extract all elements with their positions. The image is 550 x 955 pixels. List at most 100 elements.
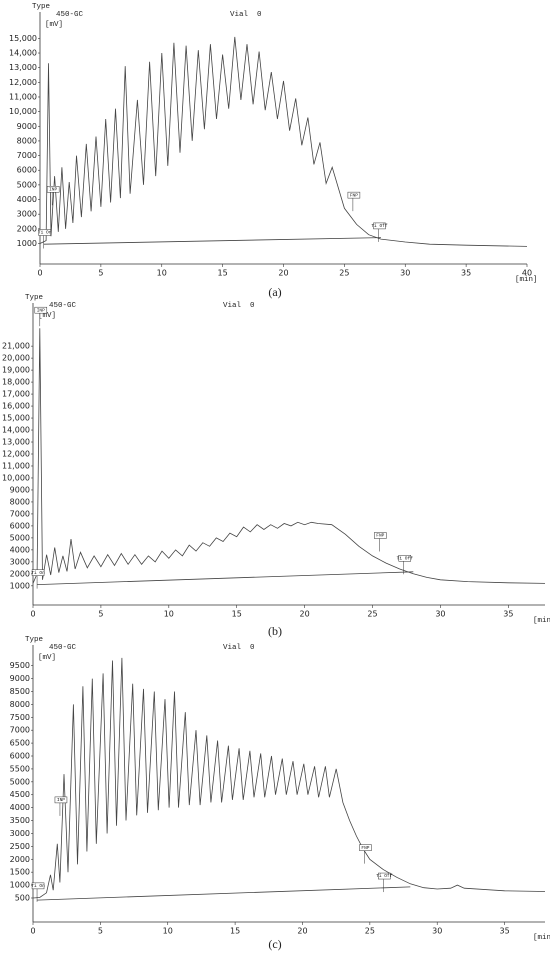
x-tick-label: 0	[30, 610, 35, 619]
y-tick-label: 9000	[10, 485, 30, 494]
trace	[32, 328, 546, 584]
y-tick-label: 6500	[10, 739, 30, 748]
y-tick-label: 2500	[10, 842, 30, 851]
annotation-box	[347, 191, 361, 199]
x-tick-label: 5	[98, 927, 103, 936]
y-unit: [mV]	[45, 21, 63, 29]
annotation-label: INP	[37, 307, 45, 313]
annotation-box	[31, 882, 45, 890]
caption: (a)	[268, 285, 281, 299]
y-tick-label: 3000	[10, 557, 30, 566]
x-tick-label: 0	[30, 927, 35, 936]
instrument: 450-GC	[56, 11, 84, 19]
y-tick-label: 11,000	[2, 461, 30, 470]
header: Type	[25, 636, 43, 644]
caption: (c)	[268, 937, 281, 951]
annotation-label: FNP	[350, 192, 358, 198]
y-unit: [mV]	[38, 654, 56, 662]
trace	[43, 237, 381, 245]
annotation-label: Ti On	[31, 883, 45, 889]
y-tick-label: 9000	[10, 674, 30, 683]
y-tick-label: 15,000	[9, 34, 37, 43]
trace	[39, 36, 528, 247]
y-tick-label: 16,000	[2, 402, 30, 411]
y-tick-label: 4500	[10, 790, 30, 799]
y-tick-label: 5500	[10, 764, 30, 773]
annotation-box	[398, 555, 412, 562]
y-tick-label: 8000	[10, 700, 30, 709]
y-tick-label: 3000	[10, 829, 30, 838]
vial: Vial 0	[223, 644, 255, 652]
annotation-label: Ti Off	[376, 873, 393, 879]
annotation-box	[374, 532, 387, 539]
x-tick-label: 5	[98, 610, 103, 619]
x-tick-label: 35	[503, 610, 513, 619]
trace	[36, 886, 411, 901]
y-tick-label: 11,000	[9, 92, 37, 101]
y-tick-label: 20,000	[2, 354, 30, 363]
y-tick-label: 10,000	[2, 473, 30, 482]
annotation-label: FNP	[361, 845, 369, 851]
y-tick-label: 7500	[10, 713, 30, 722]
x-tick-label: 30	[400, 269, 410, 278]
y-tick-label: 2000	[10, 855, 30, 864]
annotation-label: FNP	[376, 533, 384, 539]
x-tick-label: 35	[499, 927, 509, 936]
y-tick-label: 2000	[17, 224, 37, 233]
y-tick-label: 12,000	[9, 78, 37, 87]
trace	[37, 571, 414, 585]
y-tick-label: 12,000	[2, 450, 30, 459]
y-tick-label: 6000	[17, 166, 37, 175]
trace	[32, 657, 546, 899]
x-tick-label: 15	[230, 927, 240, 936]
x-tick-label: 10	[164, 610, 174, 619]
y-tick-label: 10,000	[9, 107, 37, 116]
annotation-box	[38, 229, 51, 236]
annotation-box	[54, 796, 68, 804]
caption: (b)	[268, 624, 282, 638]
y-tick-label: 17,000	[2, 390, 30, 399]
annotation-label: Ti Off	[371, 223, 388, 229]
y-tick-label: 3500	[10, 816, 30, 825]
annotation-label: Ti Off	[397, 555, 414, 561]
y-tick-label: 500	[15, 893, 30, 902]
y-tick-label: 5000	[10, 533, 30, 542]
y-tick-label: 7000	[10, 726, 30, 735]
x-unit: [min]	[533, 617, 550, 625]
y-tick-label: 9000	[17, 122, 37, 131]
x-tick-label: 10	[163, 927, 173, 936]
x-tick-label: 0	[37, 269, 42, 278]
annotation-box	[31, 569, 45, 576]
y-tick-label: 18,000	[2, 378, 30, 387]
x-tick-label: 30	[432, 927, 442, 936]
header: Type	[32, 3, 50, 11]
y-tick-label: 14,000	[2, 426, 30, 435]
x-tick-label: 15	[218, 269, 228, 278]
y-tick-label: 13,000	[9, 63, 37, 72]
y-tick-label: 6000	[10, 521, 30, 530]
x-tick-label: 30	[435, 610, 445, 619]
y-tick-label: 4000	[10, 545, 30, 554]
y-tick-label: 8500	[10, 687, 30, 696]
y-tick-label: 8000	[17, 136, 37, 145]
y-tick-label: 9500	[10, 661, 30, 670]
x-tick-label: 20	[297, 927, 307, 936]
x-tick-label: 35	[461, 269, 471, 278]
y-tick-label: 2000	[10, 569, 30, 578]
instrument: 450-GC	[49, 302, 77, 310]
y-tick-label: 3000	[17, 210, 37, 219]
annotation-box	[373, 222, 386, 230]
instrument: 450-GC	[49, 644, 77, 652]
x-tick-label: 5	[98, 269, 103, 278]
y-tick-label: 14,000	[9, 49, 37, 58]
x-unit: [min]	[533, 934, 550, 942]
y-tick-label: 15,000	[2, 414, 30, 423]
y-tick-label: 1000	[17, 239, 37, 248]
x-tick-label: 10	[157, 269, 167, 278]
header: Type	[25, 294, 43, 302]
annotation-box	[46, 186, 60, 193]
y-tick-label: 1000	[10, 581, 30, 590]
x-tick-label: 25	[367, 610, 377, 619]
x-tick-label: 25	[339, 269, 349, 278]
